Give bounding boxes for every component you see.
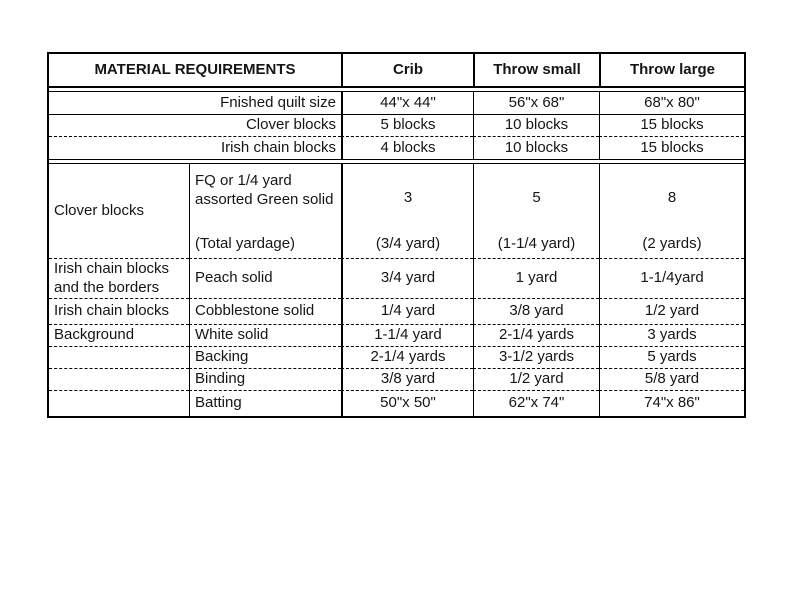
summary-value: 10 blocks <box>473 137 599 159</box>
material-value: 74"x 86" <box>599 391 744 416</box>
clover-value-crib: 3 (3/4 yard) <box>341 164 473 259</box>
summary-value: 10 blocks <box>473 115 599 137</box>
summary-value: 15 blocks <box>599 115 744 137</box>
material-name-binding: Binding <box>189 369 341 391</box>
summary-value: 15 blocks <box>599 137 744 159</box>
clover-value-throw-small: 5 (1-1/4 yard) <box>473 164 599 259</box>
summary-value: 4 blocks <box>341 137 473 159</box>
summary-label-clover-blocks: Clover blocks <box>49 115 341 137</box>
material-value: 1 yard <box>473 259 599 299</box>
material-name-backing: Backing <box>189 347 341 369</box>
material-name-green-solid: FQ or 1/4 yard assorted Green solid (Tot… <box>189 164 341 259</box>
material-row-label-empty <box>49 391 189 416</box>
summary-label-finished-quilt-size: Fnished quilt size <box>49 92 341 115</box>
material-row-label-irish-chain-blocks: Irish chain blocks <box>49 299 189 325</box>
col-header-throw-large: Throw large <box>599 54 744 86</box>
material-name-line1: FQ or 1/4 yard <box>195 172 292 189</box>
material-value: 62"x 74" <box>473 391 599 416</box>
fq-count: 5 <box>532 189 541 206</box>
material-value: 5/8 yard <box>599 369 744 391</box>
col-header-throw-small: Throw small <box>473 54 599 86</box>
material-row-label-empty <box>49 347 189 369</box>
total-yardage-value: (2 yards) <box>642 235 702 253</box>
summary-section: Fnished quilt size 44"x 44" 56"x 68" 68"… <box>49 91 744 160</box>
fq-count: 3 <box>403 189 413 206</box>
material-row-label-empty <box>49 369 189 391</box>
material-name-peach-solid: Peach solid <box>189 259 341 299</box>
material-value: 1/4 yard <box>341 299 473 325</box>
material-value: 5 yards <box>599 347 744 369</box>
material-value: 1/2 yard <box>599 299 744 325</box>
material-value: 1/2 yard <box>473 369 599 391</box>
materials-section: Clover blocks FQ or 1/4 yard assorted Gr… <box>49 163 744 416</box>
clover-value-throw-large: 8 (2 yards) <box>599 164 744 259</box>
table-title: MATERIAL REQUIREMENTS <box>94 60 296 78</box>
material-name-white-solid: White solid <box>189 325 341 347</box>
material-value: 3/8 yard <box>341 369 473 391</box>
material-row-label-background: Background <box>49 325 189 347</box>
material-name-cobblestone-solid: Cobblestone solid <box>189 299 341 325</box>
material-value: 3/4 yard <box>341 259 473 299</box>
summary-value: 5 blocks <box>341 115 473 137</box>
material-value: 50"x 50" <box>341 391 473 416</box>
material-value: 2-1/4 yards <box>473 325 599 347</box>
material-row-label-irish-chain-borders: Irish chain blocks and the borders <box>49 259 189 299</box>
material-value: 1-1/4 yard <box>341 325 473 347</box>
summary-label-irish-chain-blocks: Irish chain blocks <box>220 138 336 156</box>
col-header-crib: Crib <box>341 54 473 86</box>
material-row-label-clover-blocks: Clover blocks <box>49 164 189 259</box>
material-name-line2: assorted Green solid <box>195 190 334 208</box>
summary-value: 44"x 44" <box>341 92 473 115</box>
total-yardage-value: (1-1/4 yard) <box>497 235 576 253</box>
fq-count: 8 <box>667 189 677 206</box>
material-value: 3 yards <box>599 325 744 347</box>
summary-value: 56"x 68" <box>473 92 599 115</box>
material-value: 1-1/4yard <box>599 259 744 299</box>
material-value: 2-1/4 yards <box>341 347 473 369</box>
total-yardage-value: (3/4 yard) <box>375 235 441 253</box>
material-value: 3-1/2 yards <box>473 347 599 369</box>
summary-value: 68"x 80" <box>599 92 744 115</box>
material-value: 3/8 yard <box>473 299 599 325</box>
table-header-row: MATERIAL REQUIREMENTS Crib Throw small T… <box>49 54 744 88</box>
material-note-total-yardage: (Total yardage) <box>195 235 296 253</box>
material-name-batting: Batting <box>189 391 341 416</box>
material-requirements-table: MATERIAL REQUIREMENTS Crib Throw small T… <box>47 52 746 418</box>
